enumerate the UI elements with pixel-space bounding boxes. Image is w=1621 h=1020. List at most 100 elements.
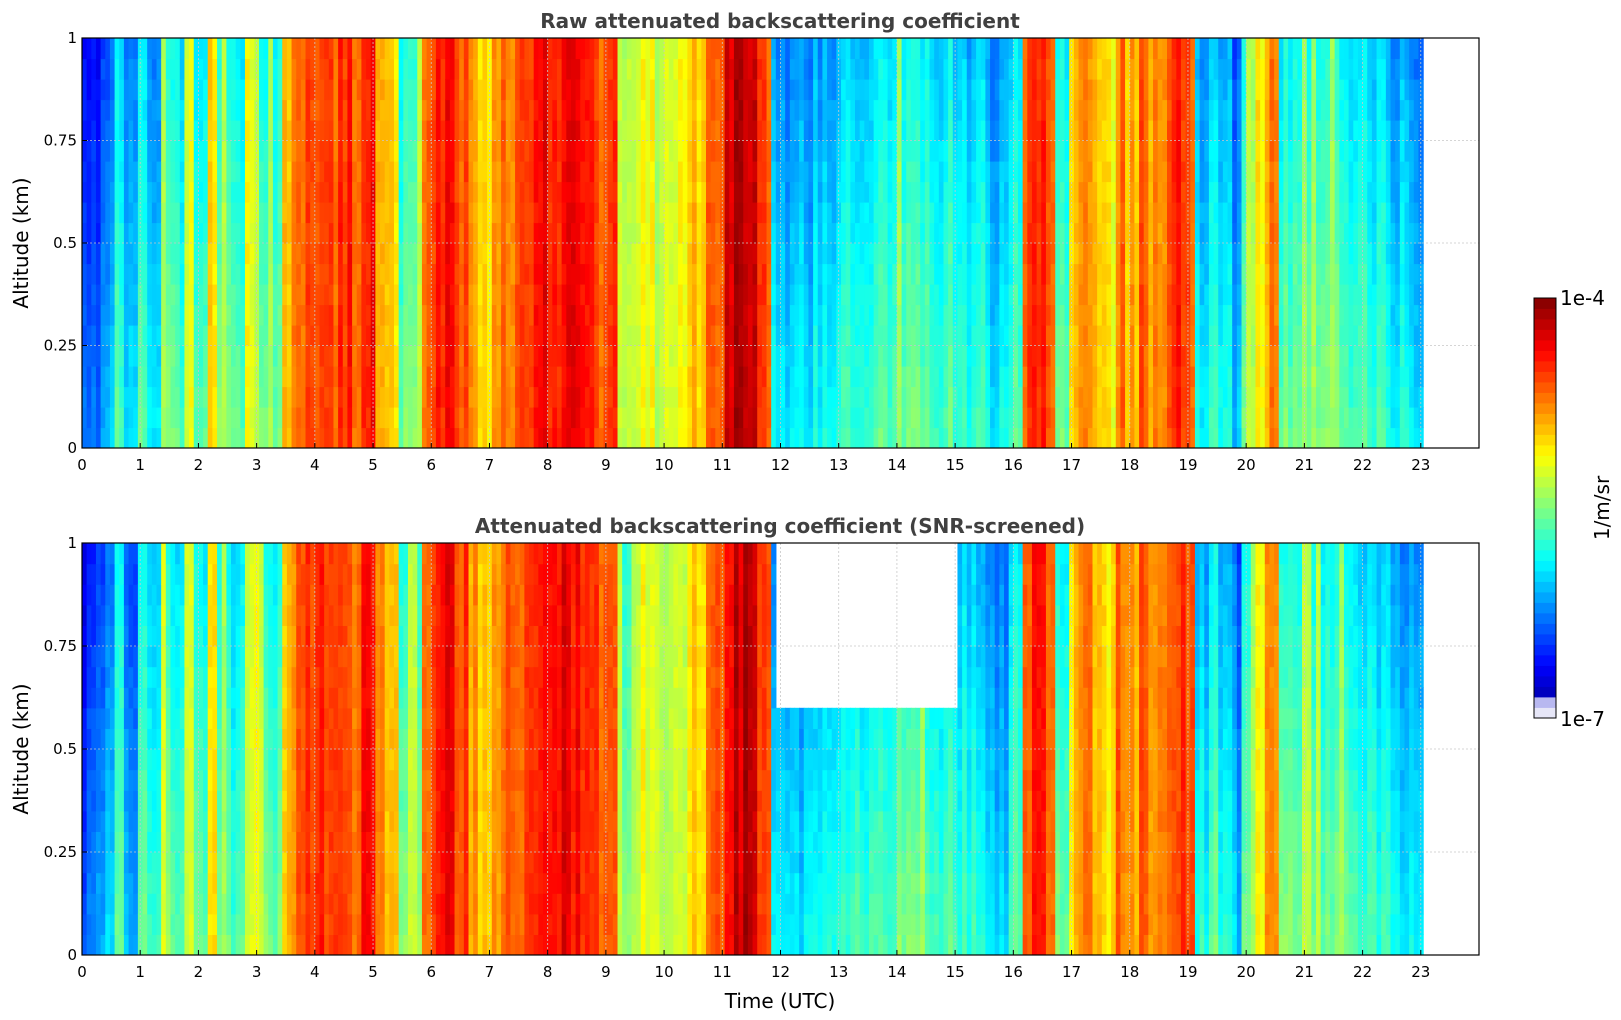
x-tick-label: 11: [713, 963, 732, 981]
x-tick-label: 5: [368, 456, 378, 474]
colorbar-label: 1/m/sr: [1590, 475, 1614, 540]
x-tick-label: 1: [135, 456, 145, 474]
x-tick-label: 15: [946, 456, 965, 474]
colorbar-band: [1534, 466, 1556, 477]
colorbar-band: [1534, 476, 1556, 488]
x-tick-label: 0: [77, 963, 87, 981]
panel-raw-title: Raw attenuated backscattering coefficien…: [540, 9, 1020, 33]
x-tick-label: 4: [310, 963, 320, 981]
colorbar-band: [1534, 424, 1556, 435]
colorbar-band: [1534, 340, 1556, 351]
colorbar-band: [1534, 382, 1556, 393]
y-tick-label: 0: [67, 946, 77, 964]
panel-raw-x-ticks: 0 1 2 3 4 5 6 7 8 9 10 11 12 13 14 15 16 17 18 19 20 21 22 23: [77, 443, 1430, 474]
colorbar-band: [1534, 308, 1556, 320]
x-tick-label: 10: [655, 963, 674, 981]
x-tick-label: 20: [1237, 456, 1256, 474]
x-tick-label: 12: [771, 456, 790, 474]
panel-raw-y-ticks: 0 0.25 0.5 0.75 1: [44, 29, 87, 457]
y-tick-label: 1: [67, 534, 77, 552]
x-tick-label: 22: [1353, 456, 1372, 474]
colorbar-band: [1534, 350, 1556, 362]
x-tick-label: 20: [1237, 963, 1256, 981]
colorbar-band: [1534, 581, 1556, 593]
colorbar-band: [1534, 571, 1556, 582]
colorbar-band: [1534, 413, 1556, 425]
x-tick-label: 16: [1004, 963, 1023, 981]
colorbar-band: [1534, 592, 1556, 603]
colorbar-band: [1534, 403, 1556, 414]
colorbar-band: [1534, 298, 1556, 309]
colorbar-band: [1534, 455, 1556, 467]
x-tick-label: 18: [1120, 456, 1139, 474]
colorbar-band: [1534, 707, 1556, 719]
x-tick-label: 7: [485, 456, 495, 474]
x-tick-label: 13: [829, 963, 848, 981]
y-tick-label: 1: [67, 29, 77, 47]
x-tick-label: 2: [194, 456, 204, 474]
colorbar-min-label: 1e-7: [1560, 707, 1605, 731]
panel-raw-grid: [82, 38, 1479, 448]
x-tick-label: 1: [135, 963, 145, 981]
colorbar-band: [1534, 550, 1556, 561]
colorbar-band: [1534, 697, 1556, 708]
y-tick-label: 0.25: [44, 337, 77, 355]
panel-screened-title: Attenuated backscattering coefficient (S…: [475, 514, 1085, 538]
x-tick-label: 23: [1411, 456, 1430, 474]
panel-raw: Raw attenuated backscattering coefficien…: [9, 9, 1480, 474]
colorbar-band: [1534, 613, 1556, 624]
y-tick-label: 0.5: [53, 234, 77, 252]
x-tick-label: 18: [1120, 963, 1139, 981]
x-tick-label: 2: [194, 963, 204, 981]
colorbar-band: [1534, 686, 1556, 698]
colorbar-band: [1534, 434, 1556, 446]
colorbar-max-label: 1e-4: [1560, 286, 1605, 310]
colorbar-band: [1534, 665, 1556, 677]
x-tick-label: 19: [1178, 963, 1197, 981]
x-tick-label: 3: [252, 963, 262, 981]
y-tick-label: 0: [67, 439, 77, 457]
colorbar-band: [1534, 329, 1556, 341]
panel-screened-y-ticks: 0 0.25 0.5 0.75 1: [44, 534, 87, 964]
x-tick-label: 5: [368, 963, 378, 981]
colorbar-band: [1534, 529, 1556, 540]
x-tick-label: 12: [771, 963, 790, 981]
x-tick-label: 21: [1295, 963, 1314, 981]
colorbar: 1e-4 1e-7 1/m/sr: [1533, 286, 1614, 731]
colorbar-band: [1534, 623, 1556, 635]
x-tick-label: 9: [601, 963, 611, 981]
colorbar-band: [1534, 676, 1556, 687]
x-tick-label: 3: [252, 456, 262, 474]
colorbar-band: [1534, 560, 1556, 572]
colorbar-band: [1534, 392, 1556, 404]
colorbar-band: [1534, 539, 1556, 551]
colorbar-band: [1534, 319, 1556, 330]
colorbar-band: [1534, 508, 1556, 519]
panel-screened-x-ticks: 0 1 2 3 4 5 6 7 8 9 10 11 12 13 14 15 16 17 18 19 20 21 22 23: [77, 950, 1430, 981]
x-tick-label: 0: [77, 456, 87, 474]
x-tick-label: 11: [713, 456, 732, 474]
x-tick-label: 17: [1062, 456, 1081, 474]
x-tick-label: 14: [887, 963, 906, 981]
x-tick-label: 6: [426, 963, 436, 981]
x-tick-label: 21: [1295, 456, 1314, 474]
panel-screened-x-label: Time (UTC): [724, 989, 836, 1013]
y-tick-label: 0.75: [44, 637, 77, 655]
colorbar-band: [1534, 644, 1556, 656]
x-tick-label: 4: [310, 456, 320, 474]
colorbar-band: [1534, 497, 1556, 509]
colorbar-band: [1534, 487, 1556, 498]
panel-screened: Attenuated backscattering coefficient (S…: [9, 514, 1480, 1013]
x-tick-label: 15: [946, 963, 965, 981]
colorbar-band: [1534, 655, 1556, 666]
x-tick-label: 13: [829, 456, 848, 474]
colorbar-band: [1534, 445, 1556, 456]
x-tick-label: 17: [1062, 963, 1081, 981]
x-tick-label: 8: [543, 963, 553, 981]
colorbar-band: [1534, 634, 1556, 645]
y-tick-label: 0.75: [44, 132, 77, 150]
y-tick-label: 0.5: [53, 740, 77, 758]
x-tick-label: 23: [1411, 963, 1430, 981]
panel-raw-heatmap: [82, 38, 1424, 448]
